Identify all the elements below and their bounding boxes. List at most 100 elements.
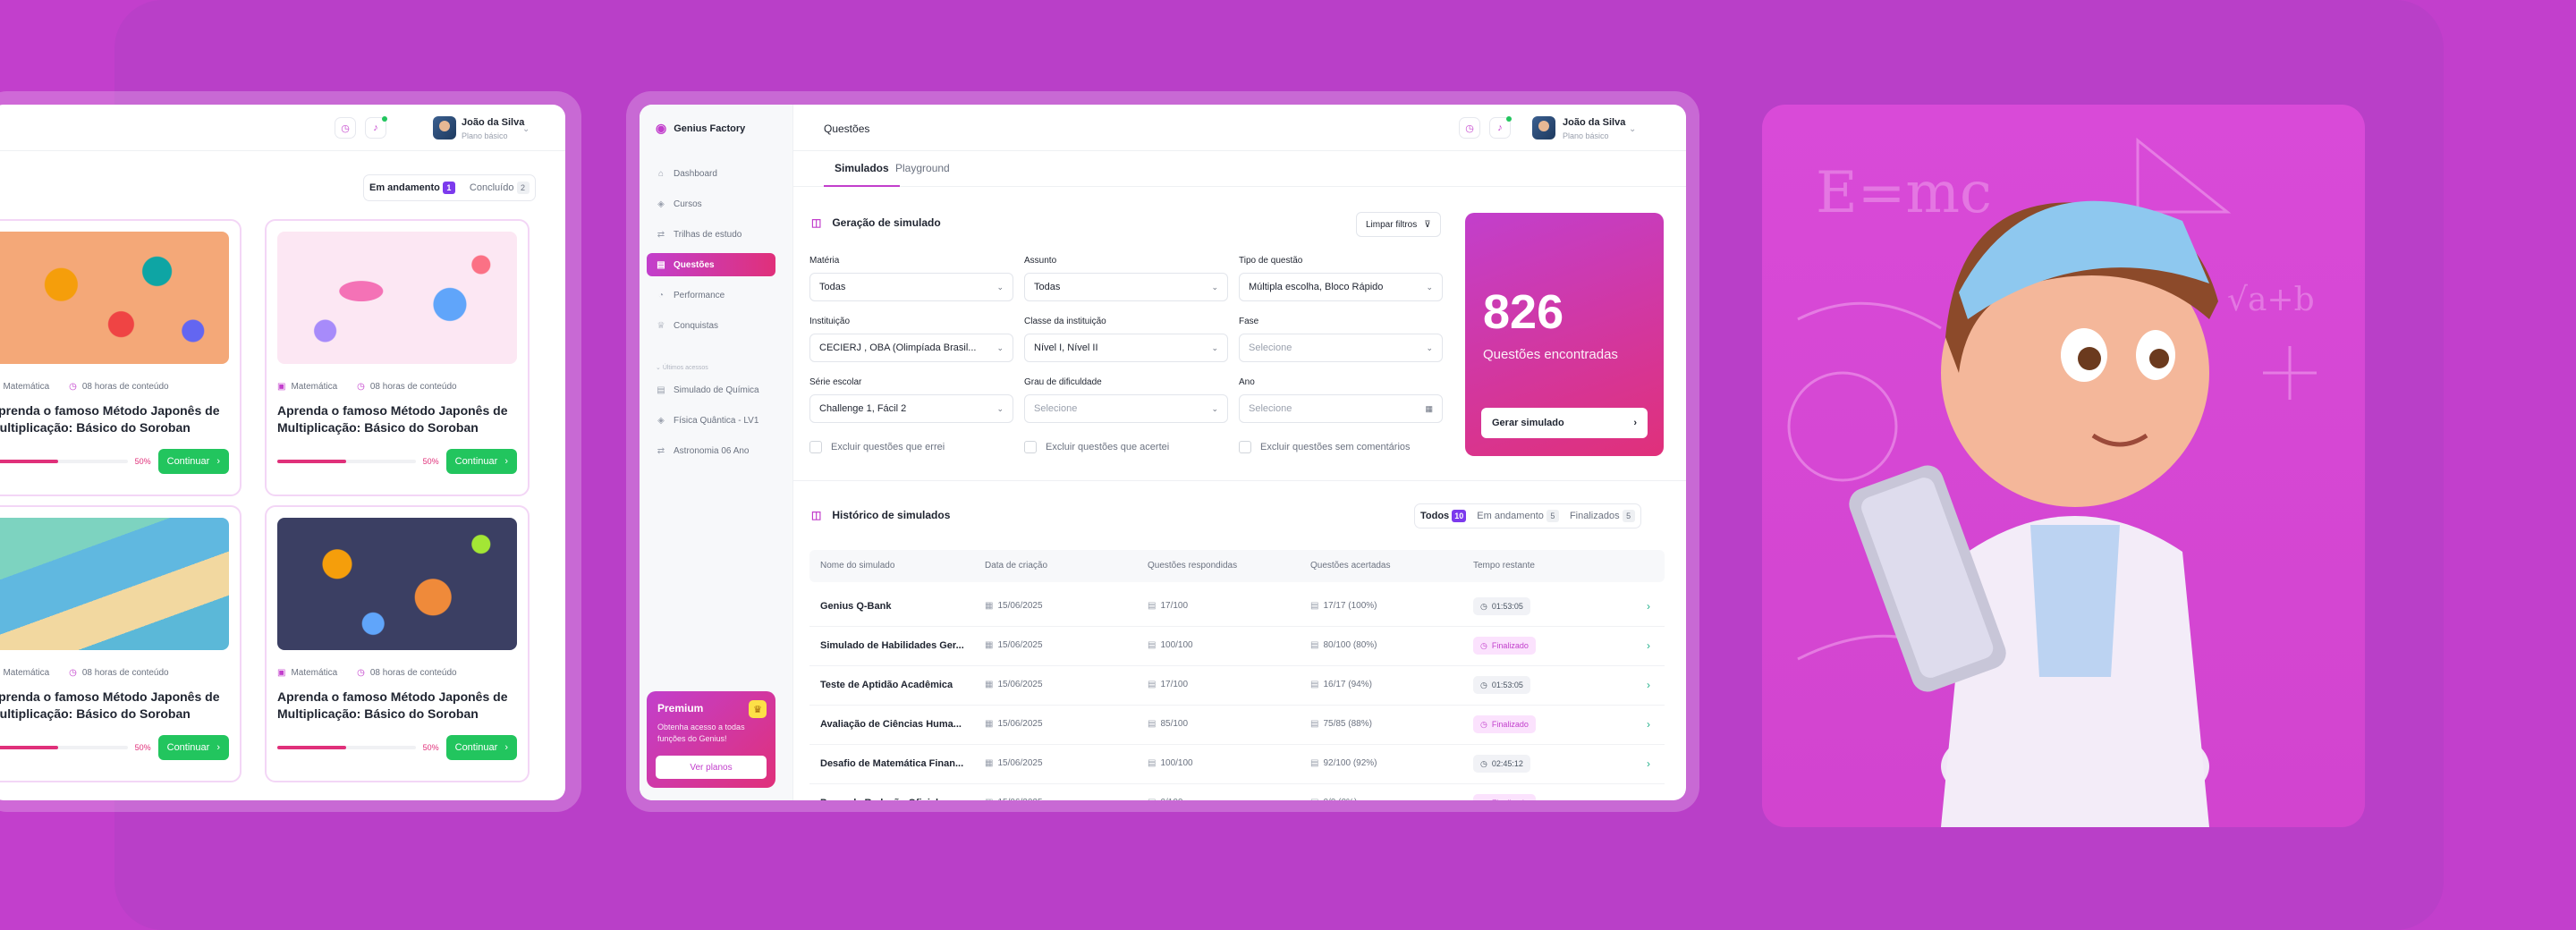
- sim-answered: ▤0/100: [1148, 798, 1182, 800]
- clock-icon: ◷: [1480, 601, 1487, 611]
- tipo-questao-select[interactable]: Múltipla escolha, Bloco Rápido ⌄: [1239, 273, 1443, 301]
- gauge-icon: ◔: [657, 290, 665, 300]
- app-logo[interactable]: ◉ Genius Factory: [656, 121, 746, 135]
- table-row[interactable]: Simulado de Habilidades Ger... ▦ 15/06/202…: [809, 627, 1665, 666]
- table-row[interactable]: Avaliação de Ciências Huma... ▦ 15/06/2025…: [809, 706, 1665, 745]
- doc-icon: ▤: [1148, 719, 1157, 729]
- clock-icon[interactable]: ◷: [1459, 117, 1480, 139]
- filter-in-progress[interactable]: Em andamento 5: [1477, 510, 1559, 522]
- exclude-right-checkbox[interactable]: Excluir questões que acertei: [1024, 441, 1169, 453]
- exclude-no-comments-checkbox[interactable]: Excluir questões sem comentários: [1239, 441, 1411, 453]
- continue-button[interactable]: Continuar ›: [157, 449, 229, 474]
- chevron-right-icon: ›: [504, 456, 508, 467]
- chevron-right-icon[interactable]: ›: [1647, 797, 1650, 800]
- bell-icon[interactable]: ♪: [365, 116, 387, 139]
- sim-name: Teste de Aptidão Acadêmica: [820, 680, 953, 690]
- cap-icon: ◈: [657, 415, 665, 426]
- continue-button[interactable]: Continuar ›: [157, 735, 229, 760]
- table-row[interactable]: Genius Q-Bank ▦ 15/06/2025 ▤ 17/100 ▤ 17/17 (1…: [809, 588, 1665, 627]
- progress-pct: 50%: [422, 457, 439, 466]
- calendar-icon: ▦: [985, 798, 993, 800]
- recent-item[interactable]: ◈ Física Quântica - LV1: [647, 409, 775, 432]
- sim-correct: ▤ 80/100 (80%): [1310, 640, 1377, 650]
- filter-done[interactable]: Concluído 2: [470, 182, 530, 194]
- route-icon: ⇄: [657, 229, 665, 240]
- sidebar-item-questoes[interactable]: ▤ Questões: [647, 253, 775, 276]
- table-row[interactable]: Desafio de Matemática Finan... ▦ 15/06/202…: [809, 745, 1665, 784]
- chevron-right-icon[interactable]: ›: [1647, 757, 1650, 770]
- sidebar-item-dashboard[interactable]: ⌂ Dashboard: [647, 162, 775, 185]
- course-card[interactable]: ▣Matemática ◷08 horas de conteúdo Aprenda…: [265, 505, 530, 782]
- chevron-down-icon[interactable]: ⌄: [1629, 124, 1637, 134]
- chevron-down-icon[interactable]: ⌄: [522, 124, 530, 134]
- question-icon: ▤: [657, 259, 665, 270]
- recent-item[interactable]: ⇄ Astronomia 06 Ano: [657, 445, 750, 456]
- sim-answered: ▤ 85/100: [1148, 719, 1189, 729]
- fase-select[interactable]: Selecione ⌄: [1239, 334, 1443, 362]
- book-icon: ▣: [277, 668, 286, 678]
- dificuldade-select[interactable]: Selecione ⌄: [1024, 394, 1228, 423]
- ano-select[interactable]: Selecione ▦: [1239, 394, 1443, 423]
- svg-text:E=mc: E=mc: [1816, 160, 1992, 226]
- calendar-icon: ▦: [985, 640, 994, 650]
- see-plans-button[interactable]: Ver planos: [656, 756, 767, 779]
- chevron-right-icon[interactable]: ›: [1647, 679, 1650, 691]
- time-badge: ◷Finalizado: [1473, 794, 1536, 800]
- chevron-down-icon: ⌄: [996, 282, 1004, 292]
- generate-button[interactable]: Gerar simulado ›: [1481, 408, 1648, 438]
- chevron-down-icon: ⌄: [1426, 282, 1433, 292]
- clock-icon: ◷: [1480, 719, 1487, 729]
- recent-item[interactable]: ▤ Simulado de Química: [657, 385, 759, 395]
- bell-icon[interactable]: ♪: [1489, 116, 1512, 139]
- field-label: Matéria: [809, 256, 840, 266]
- materia-select[interactable]: Todas ⌄: [809, 273, 1013, 301]
- clear-filters-button[interactable]: Limpar filtros ⊽: [1356, 212, 1441, 237]
- doc-icon: ▤: [1148, 601, 1157, 611]
- filter-finished[interactable]: Finalizados 5: [1570, 510, 1635, 522]
- time-badge: ◷ 01:53:05: [1473, 676, 1530, 694]
- avatar[interactable]: [1532, 116, 1555, 140]
- clock-icon[interactable]: ◷: [335, 117, 356, 139]
- chevron-right-icon[interactable]: ›: [1647, 639, 1650, 652]
- progress-pct: 50%: [422, 743, 439, 752]
- course-title: Aprenda o famoso Método Japonês de Multi…: [0, 403, 220, 435]
- doc-icon: ▤: [1310, 640, 1319, 650]
- tab-simulados[interactable]: Simulados: [824, 162, 900, 187]
- field-label: Grau de dificuldade: [1024, 377, 1102, 387]
- instituicao-select[interactable]: CECIERJ , OBA (Olimpíada Brasil... ⌄: [809, 334, 1013, 362]
- serie-select[interactable]: Challenge 1, Fácil 2 ⌄: [809, 394, 1013, 423]
- filter-icon: ⊽: [1424, 219, 1431, 230]
- continue-button[interactable]: Continuar ›: [445, 735, 517, 760]
- divider: [793, 480, 1686, 481]
- course-card[interactable]: ▣Matemática ◷08 horas de conteúdo Aprenda…: [0, 505, 242, 782]
- field-label: Assunto: [1024, 256, 1057, 266]
- progress-bar: [277, 460, 416, 463]
- table-row[interactable]: Teste de Aptidão Acadêmica ▦ 15/06/2025 ▤ 17…: [809, 666, 1665, 706]
- chevron-right-icon[interactable]: ›: [1647, 600, 1650, 613]
- sidebar-item-cursos[interactable]: ◈ Cursos: [647, 192, 775, 216]
- course-card[interactable]: ▣Matemática ◷08 horas de conteúdo Aprenda…: [0, 219, 242, 496]
- chevron-right-icon[interactable]: ›: [1647, 718, 1650, 731]
- filter-in-progress[interactable]: Em andamento 1: [369, 182, 455, 194]
- course-card[interactable]: ▣Matemática ◷08 horas de conteúdo Aprenda…: [265, 219, 530, 496]
- assunto-select[interactable]: Todas ⌄: [1024, 273, 1228, 301]
- duration: ◷ 08 horas de conteúdo: [357, 668, 457, 678]
- user-plan: Plano básico: [1563, 131, 1609, 140]
- sidebar-item-conquistas[interactable]: ♕ Conquistas: [657, 320, 719, 331]
- progress-bar: [277, 746, 416, 749]
- table-row[interactable]: Prova de Redação Oficial ▦15/06/2025 ▤0/10…: [809, 784, 1665, 800]
- continue-button[interactable]: Continuar ›: [445, 449, 517, 474]
- sidebar-item-performance[interactable]: ◔ Performance: [647, 283, 775, 307]
- sidebar-item-trilhas[interactable]: ⇄ Trilhas de estudo: [657, 229, 742, 240]
- classe-select[interactable]: Nível I, Nível II ⌄: [1024, 334, 1228, 362]
- tab-playground[interactable]: Playground: [895, 162, 950, 174]
- avatar[interactable]: [433, 116, 456, 140]
- generation-heading: ◫ Geração de simulado: [811, 216, 941, 229]
- chevron-down-icon: ⌄: [1211, 282, 1218, 292]
- premium-title: Premium: [657, 702, 704, 714]
- duration: ◷ 08 horas de conteúdo: [69, 382, 169, 392]
- exclude-wrong-checkbox[interactable]: Excluir questões que errei: [809, 441, 945, 453]
- field-label: Tipo de questão: [1239, 256, 1303, 266]
- filter-all[interactable]: Todos 10: [1420, 510, 1467, 522]
- sim-correct: ▤ 17/17 (100%): [1310, 601, 1377, 611]
